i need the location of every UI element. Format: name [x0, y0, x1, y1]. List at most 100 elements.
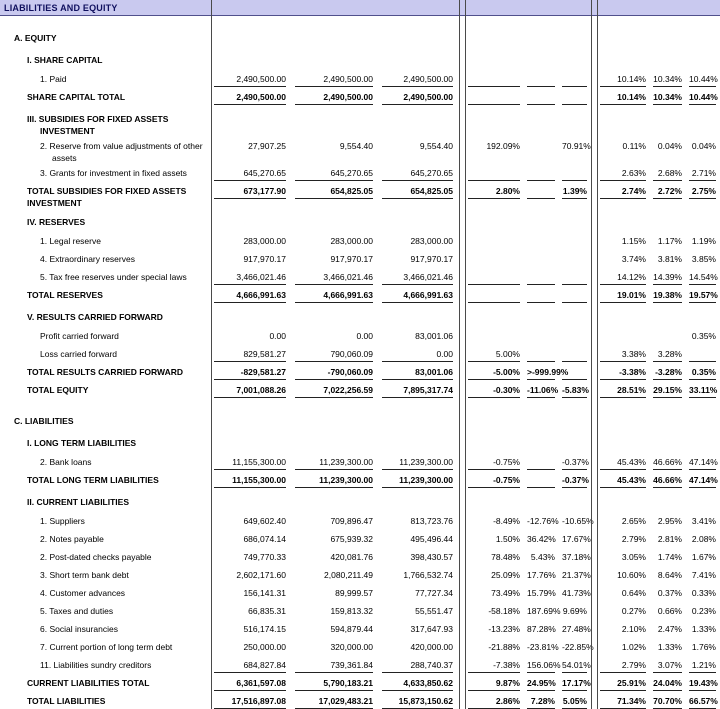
row-label: 2. Post-dated checks payable [40, 552, 152, 562]
cell-value: 77,727.34 [415, 588, 453, 598]
pct-change-cell-2: -23.81% [524, 641, 559, 654]
value-cell-1: 749,770.33 [211, 551, 292, 564]
value-cell-2: 790,060.09 [292, 348, 379, 362]
table-row: 3. Grants for investment in fixed assets… [0, 164, 720, 182]
cell-value: 6,361,597.08 [214, 677, 286, 691]
cell-value: 3.05% [621, 552, 646, 562]
cell-value: 25.91% [600, 677, 646, 691]
cell-value: 1.76% [691, 642, 716, 652]
cell-value: 10.34% [653, 73, 682, 87]
cell-value: 7.41% [691, 570, 716, 580]
cell-value: 0.04% [657, 141, 682, 151]
value-cell-2: 675,939.32 [292, 533, 379, 546]
pct-total-cell-3: 2.08% [686, 533, 720, 546]
pct-change-cell-2 [524, 140, 559, 153]
cell-value: 0.35% [691, 331, 716, 341]
row-label: V. RESULTS CARRIED FORWARD [27, 312, 163, 322]
pct-total-cell-1: 71.34% [597, 695, 650, 709]
cell-value: -5.83% [562, 384, 589, 398]
pct-total-cell-2: 10.34% [650, 91, 686, 105]
pct-total-cell-3: 3.85% [686, 253, 720, 266]
cell-value: -3.28% [653, 366, 682, 380]
table-row: 5. Taxes and duties 66,835.31 159,813.32 55… [0, 602, 720, 620]
cell-value: 87.28% [527, 624, 556, 634]
cell-value [468, 289, 520, 303]
pct-total-cell-3: 14.54% [686, 271, 720, 285]
pct-total-cell-3: 19.43% [686, 677, 720, 691]
pct-change-cell-2 [524, 289, 559, 303]
cell-value: 0.00 [269, 331, 286, 341]
value-cell-1: 4,666,991.63 [211, 289, 292, 303]
pct-change-cell-1: 192.09% [465, 140, 524, 153]
pct-total-cell-2: 3.07% [650, 659, 686, 673]
table-row: 2. Notes payable 686,074.14 675,939.32 495,… [0, 530, 720, 548]
pct-change-cell-1: 5.00% [465, 348, 524, 362]
section-row: I. SHARE CAPITAL [0, 47, 720, 70]
cell-value: 17,516,897.08 [214, 695, 286, 709]
pct-change-cell-1 [465, 91, 524, 105]
cell-value: 159,813.32 [330, 606, 373, 616]
cell-value: 7.28% [527, 695, 555, 709]
value-cell-3: 2,490,500.00 [379, 91, 459, 105]
cell-value: 1.02% [621, 642, 646, 652]
pct-total-cell-2: 10.34% [650, 73, 686, 87]
cell-value: 2.95% [657, 516, 682, 526]
pct-total-cell-2: 0.37% [650, 587, 686, 600]
cell-value: 1,766,532.74 [403, 570, 453, 580]
pct-change-cell-3: 70.91% [559, 140, 591, 153]
pct-total-cell-3: 1.76% [686, 641, 720, 654]
value-cell-2: 11,239,300.00 [292, 456, 379, 470]
cell-value [527, 348, 555, 362]
pct-change-cell-1: -13.23% [465, 623, 524, 636]
cell-value: 11,239,300.00 [295, 456, 373, 470]
cell-value: 398,430.57 [410, 552, 453, 562]
cell-value: 70.70% [653, 695, 682, 709]
cell-value: 2,490,500.00 [214, 73, 286, 87]
table-row: 2. Reserve from value adjustments of oth… [0, 137, 720, 164]
pct-total-cell-2: 0.04% [650, 140, 686, 153]
value-cell-2: 320,000.00 [292, 641, 379, 654]
cell-value: 11,239,300.00 [295, 474, 373, 488]
column-separator-line [211, 0, 212, 709]
pct-change-cell-3: 17.67% [559, 533, 591, 546]
row-label: Loss carried forward [40, 349, 118, 359]
total-row: TOTAL LONG TERM LIABILITIES 11,155,300.00… [0, 471, 720, 489]
cell-value: 73.49% [491, 588, 520, 598]
cell-value: 3.81% [657, 254, 682, 264]
value-cell-3: 15,873,150.62 [379, 695, 459, 709]
cell-value [527, 330, 555, 343]
cell-value: 14.12% [600, 271, 646, 285]
cell-value: 3.28% [653, 348, 682, 362]
value-cell-1: 27,907.25 [211, 140, 292, 153]
cell-value: 2.86% [468, 695, 520, 709]
pct-change-cell-3: 9.69% [559, 605, 591, 618]
value-cell-3: 0.00 [379, 348, 459, 362]
table-row: 2. Bank loans 11,155,300.00 11,239,300.00 1… [0, 453, 720, 471]
value-cell-2: 283,000.00 [292, 235, 379, 248]
pct-total-cell-1: 0.11% [597, 140, 650, 153]
pct-change-cell-3 [559, 253, 591, 266]
row-label: 3. Grants for investment in fixed assets [40, 168, 187, 178]
pct-change-cell-1: 1.50% [465, 533, 524, 546]
cell-value [527, 474, 555, 488]
pct-change-cell-2 [524, 330, 559, 343]
value-cell-3: 2,490,500.00 [379, 73, 459, 87]
pct-change-cell-3: 54.01% [559, 659, 591, 673]
cell-value: 654,825.05 [382, 185, 453, 199]
value-cell-1: 17,516,897.08 [211, 695, 292, 709]
cell-value: 283,000.00 [243, 236, 286, 246]
section-row: A. EQUITY [0, 16, 720, 47]
cell-value: 37.18% [562, 552, 591, 562]
pct-change-cell-1: 2.80% [465, 185, 524, 199]
cell-value: 3.41% [691, 516, 716, 526]
cell-value: 21.37% [562, 570, 591, 580]
cell-value: 420,000.00 [410, 642, 453, 652]
cell-value: 2.81% [657, 534, 682, 544]
cell-value: 4,633,850.62 [382, 677, 453, 691]
cell-value: 47.14% [689, 474, 718, 488]
cell-value: 17.76% [527, 570, 556, 580]
section-row: I. LONG TERM LIABILITIES [0, 430, 720, 453]
pct-total-cell-1: 0.27% [597, 605, 650, 618]
pct-change-cell-3: -0.37% [559, 456, 591, 470]
